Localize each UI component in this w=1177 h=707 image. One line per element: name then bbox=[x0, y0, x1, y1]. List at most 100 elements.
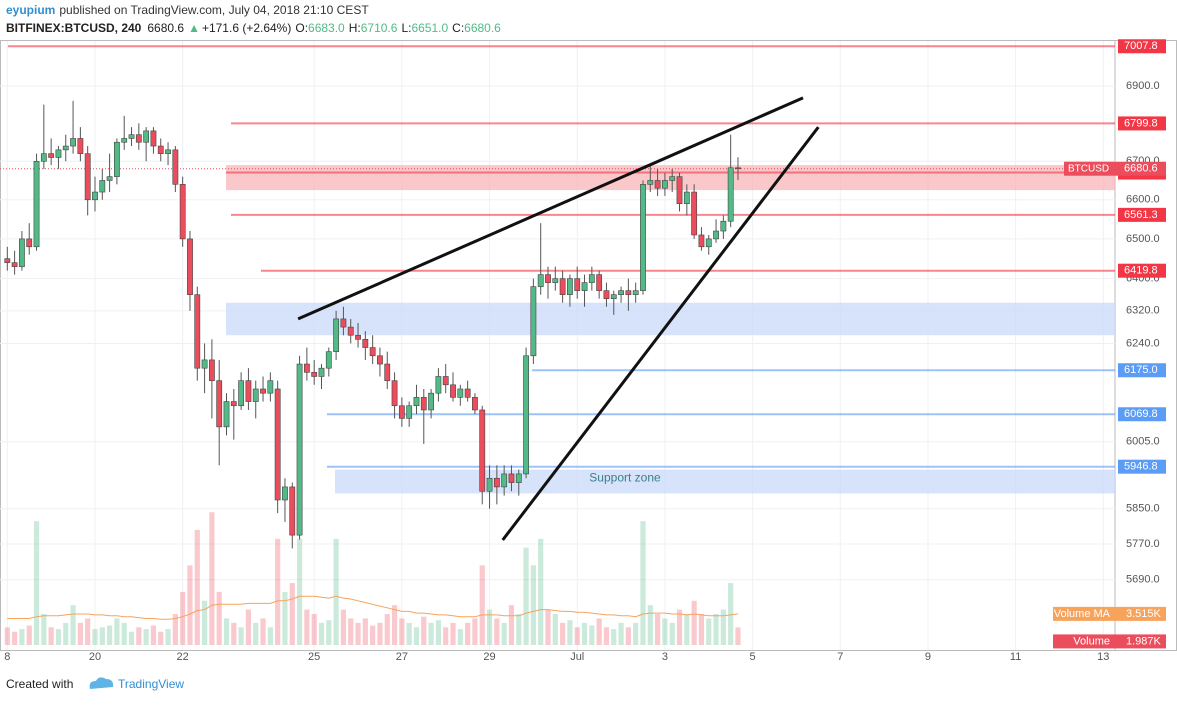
candle-body bbox=[282, 486, 288, 501]
volume-bar bbox=[428, 622, 434, 645]
candle-body bbox=[603, 290, 610, 299]
x-tick-label: 3 bbox=[662, 651, 668, 663]
candle-body bbox=[625, 290, 632, 295]
candle-body bbox=[40, 153, 47, 162]
candle-body bbox=[640, 184, 646, 291]
volume-bar bbox=[377, 622, 383, 645]
candle-body bbox=[581, 282, 588, 291]
candle-body bbox=[501, 473, 508, 488]
volume-bar bbox=[479, 565, 485, 645]
candle-body bbox=[362, 339, 369, 348]
volume-bar bbox=[180, 591, 186, 645]
candle-body bbox=[92, 191, 98, 201]
candle-body bbox=[530, 286, 537, 357]
volume-bar bbox=[12, 631, 18, 645]
last-price-name: BTCUSD bbox=[1068, 163, 1109, 174]
x-tick-label: 8 bbox=[4, 651, 10, 663]
candle-body bbox=[574, 278, 581, 291]
volume-bar bbox=[121, 622, 127, 645]
price-tag bbox=[1118, 363, 1166, 378]
volume-bar bbox=[267, 627, 273, 645]
candle-body bbox=[662, 180, 668, 189]
volume-bar bbox=[560, 622, 566, 645]
candle-body bbox=[355, 334, 361, 340]
candle-body bbox=[683, 191, 690, 204]
price-tag bbox=[1118, 459, 1166, 474]
volume-bar bbox=[26, 625, 32, 645]
volume-bar bbox=[501, 622, 507, 645]
x-tick-label: 22 bbox=[177, 651, 189, 663]
volume-ma-line bbox=[7, 595, 739, 620]
price-tag-label: 6069.8 bbox=[1124, 408, 1158, 420]
candle-body bbox=[33, 160, 40, 248]
volume-bar bbox=[260, 618, 266, 645]
volume-bar bbox=[114, 618, 120, 645]
volume-tag-value: 3.515K bbox=[1126, 608, 1162, 620]
candle-body bbox=[114, 141, 120, 177]
candle-body bbox=[260, 388, 266, 394]
candle-body bbox=[216, 380, 223, 428]
arrow: ▲ bbox=[188, 21, 200, 35]
candle-body bbox=[632, 290, 639, 295]
volume-bar bbox=[187, 565, 193, 645]
volume-bar bbox=[391, 605, 398, 645]
volume-bar bbox=[728, 583, 734, 645]
candle-body bbox=[333, 318, 340, 352]
candle-body bbox=[493, 477, 500, 488]
x-tick-label: 27 bbox=[396, 651, 408, 663]
y-tick-label: 6900.0 bbox=[1126, 80, 1160, 92]
candle-body bbox=[596, 274, 603, 291]
volume-bar bbox=[282, 591, 288, 645]
candle-body bbox=[559, 278, 566, 295]
volume-bar bbox=[318, 622, 325, 645]
candle-body bbox=[165, 149, 171, 154]
volume-bar bbox=[523, 547, 529, 645]
volume-bar bbox=[150, 625, 157, 645]
logo bbox=[89, 677, 114, 689]
change: +171.6 (+2.64%) bbox=[202, 21, 291, 35]
candle-body bbox=[340, 318, 347, 328]
volume-bar bbox=[348, 618, 354, 645]
candle-body bbox=[289, 486, 296, 536]
candle-body bbox=[720, 220, 727, 232]
volume-bar bbox=[508, 605, 515, 645]
y-tick-label: 6600.0 bbox=[1126, 194, 1160, 206]
ohlc-label: L: bbox=[401, 21, 411, 35]
volume-bar bbox=[143, 629, 149, 645]
candle-body bbox=[552, 278, 559, 283]
volume-bar bbox=[19, 629, 25, 645]
volume-bar bbox=[92, 629, 98, 645]
ohlc-label: O: bbox=[295, 21, 308, 35]
candle-body bbox=[472, 397, 478, 411]
volume-bar bbox=[443, 627, 449, 645]
plot: 6900.06700.06600.06500.06400.06320.06240… bbox=[0, 39, 1166, 663]
volume-bar bbox=[41, 614, 47, 645]
candle-body bbox=[55, 149, 62, 158]
candle-body bbox=[194, 294, 201, 369]
volume-bar bbox=[406, 622, 412, 645]
x-tick-label: 25 bbox=[308, 651, 320, 663]
candle-body bbox=[654, 180, 661, 189]
symbol-line: BITFINEX:BTCUSD, 240 6680.6 ▲ +171.6 (+2.64… bbox=[6, 21, 501, 35]
volume-tag bbox=[1053, 606, 1166, 621]
candle-body bbox=[172, 149, 179, 185]
x-tick-label: 13 bbox=[1097, 651, 1109, 663]
volume-bar bbox=[362, 618, 368, 645]
candle-body bbox=[676, 176, 683, 204]
volume-bar bbox=[413, 627, 420, 645]
candle-body bbox=[267, 380, 274, 394]
volume-bar bbox=[676, 609, 683, 645]
y-tick-label: 6320.0 bbox=[1126, 305, 1160, 317]
y-tick-label: 6500.0 bbox=[1126, 233, 1160, 245]
author: eyupium bbox=[6, 3, 55, 17]
candle-body bbox=[567, 278, 573, 295]
x-tick-label: 11 bbox=[1010, 651, 1021, 663]
price-tag-label: 6175.0 bbox=[1124, 364, 1158, 376]
y-tick-label: 5850.0 bbox=[1126, 503, 1160, 515]
candle-body bbox=[106, 176, 113, 181]
x-tick-label: 20 bbox=[89, 651, 101, 663]
ohlc-value: 6680.6 bbox=[464, 21, 501, 35]
volume-bar bbox=[662, 618, 668, 645]
volume-bar bbox=[625, 627, 631, 645]
price-tag-label: 6799.8 bbox=[1124, 117, 1158, 129]
